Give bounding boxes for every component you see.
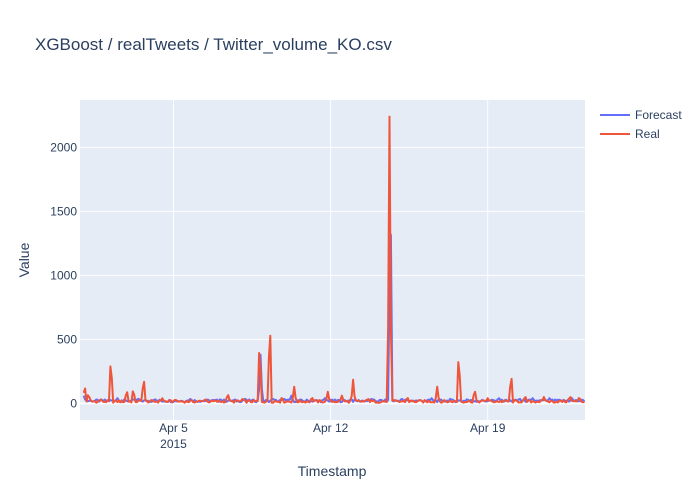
y-axis-title: Value [16, 242, 32, 277]
legend-label-forecast: Forecast [635, 108, 682, 122]
x-tick-label: Apr 12 [313, 421, 349, 435]
y-tick-label: 0 [70, 396, 77, 410]
y-tick-label: 2000 [50, 140, 77, 154]
grid-lines [80, 100, 585, 420]
x-tick-sublabel: 2015 [160, 437, 187, 451]
x-axis-title: Timestamp [298, 463, 367, 479]
plot-area[interactable] [80, 100, 585, 420]
legend[interactable]: Forecast Real [600, 108, 682, 141]
y-tick-label: 1000 [50, 268, 77, 282]
legend-label-real: Real [635, 127, 660, 141]
x-axis-ticks: Apr 5 2015 Apr 12 Apr 19 [159, 421, 506, 451]
x-tick-label: Apr 19 [470, 421, 506, 435]
y-tick-label: 500 [57, 332, 77, 346]
series-lines[interactable] [82, 115, 586, 404]
x-tick-label: Apr 5 [159, 421, 188, 435]
y-tick-label: 1500 [50, 204, 77, 218]
series-line-real[interactable] [82, 115, 585, 404]
y-axis-ticks: 0 500 1000 1500 2000 [50, 140, 77, 410]
chart-title: XGBoost / realTweets / Twitter_volume_KO… [35, 35, 392, 54]
